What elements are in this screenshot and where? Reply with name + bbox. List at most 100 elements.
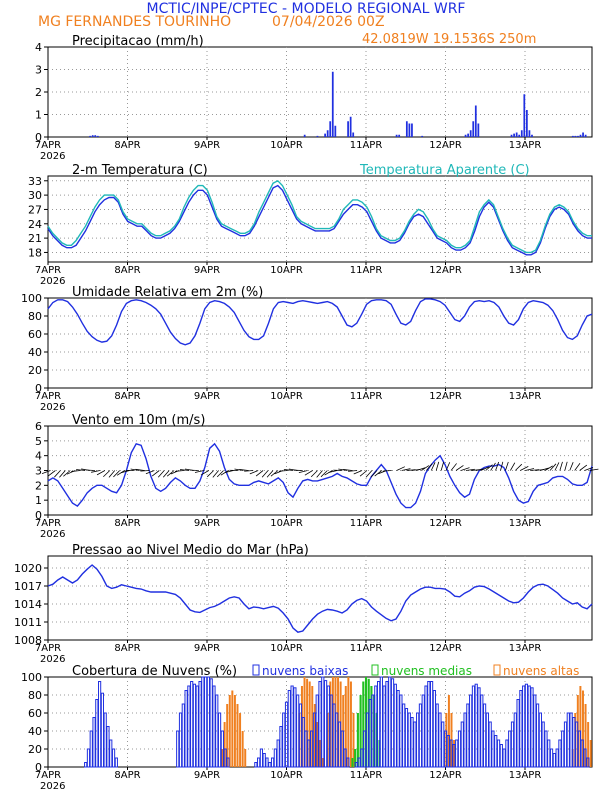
- cloud-bar: [259, 748, 264, 768]
- series-line: [47, 564, 593, 633]
- x-tick-label: 8APR: [114, 770, 140, 781]
- precip-bar: [349, 116, 352, 137]
- cloud-bar: [307, 739, 311, 768]
- cloud-bar: [577, 730, 582, 768]
- cloud-bar: [584, 704, 587, 767]
- cloud-bar: [494, 735, 498, 768]
- precip-bar: [421, 135, 424, 137]
- precip-bar: [472, 121, 475, 137]
- cloud-bar: [316, 722, 319, 767]
- cloud-bar: [390, 678, 395, 768]
- wind-arrow: [113, 470, 120, 478]
- cloud-bar: [284, 701, 289, 768]
- wind-arrow: [359, 470, 368, 477]
- precip-bar: [303, 134, 306, 137]
- wind-arrow: [421, 465, 430, 471]
- x-tick-label: 8APR: [114, 265, 140, 276]
- cloud-bar: [552, 753, 556, 768]
- cloud-bar: [92, 717, 96, 768]
- cloud-bar: [485, 712, 489, 768]
- y-tick-label: 4: [35, 41, 42, 54]
- y-tick-label: 0: [35, 382, 42, 395]
- precip-bar: [464, 134, 467, 137]
- cloud-bar: [95, 699, 99, 768]
- series-line: [47, 298, 593, 346]
- precip-bar: [398, 134, 401, 137]
- x-tick-label: 12APR: [429, 140, 462, 151]
- precip-bar: [316, 135, 319, 137]
- wind-arrow: [41, 470, 51, 474]
- model-run-time: 07/04/2026 00Z: [272, 14, 385, 30]
- wind-arrow: [365, 470, 373, 478]
- x-year-label: 2026: [40, 151, 65, 162]
- cloud-bar: [429, 681, 434, 768]
- x-tick-label: 7APR: [35, 140, 61, 151]
- wind-arrow: [530, 469, 540, 471]
- panel-frame: [47, 297, 593, 389]
- y-tick-label: 3: [35, 64, 42, 77]
- cloud-bar: [359, 695, 362, 767]
- cloud-bar: [279, 726, 283, 768]
- wind-arrow: [244, 470, 254, 472]
- x-tick-label: 9APR: [194, 770, 220, 781]
- x-tick-label: 10APR: [270, 643, 303, 654]
- wind-arrow: [544, 465, 553, 471]
- cloud-bar: [502, 748, 506, 768]
- wind-arrow: [353, 470, 363, 475]
- wind-arrow: [278, 470, 288, 472]
- precip-bar: [528, 130, 531, 137]
- x-tick-label: 13APR: [509, 265, 542, 276]
- wind-arrow: [162, 470, 170, 478]
- x-tick-label: 13APR: [509, 643, 542, 654]
- x-tick-label: 11APR: [350, 643, 383, 654]
- x-tick-label: 10APR: [270, 265, 303, 276]
- wind-arrow: [396, 466, 405, 471]
- x-tick-label: 7APR: [35, 265, 61, 276]
- cloud-bar: [323, 680, 328, 768]
- wind-arrow: [495, 461, 500, 471]
- cloud-bar: [469, 694, 473, 768]
- wind-arrow: [320, 470, 328, 478]
- wind-arrow: [549, 463, 557, 471]
- y-tick-label: 1008: [14, 634, 42, 647]
- cloud-bar: [190, 681, 194, 768]
- cloud-bar: [443, 730, 448, 768]
- precip-bar: [582, 132, 584, 137]
- cloud-bar: [326, 685, 330, 768]
- y-tick-label: 6: [35, 420, 42, 433]
- panel-frame: [47, 175, 593, 263]
- cloud-bar: [221, 749, 224, 767]
- y-tick-label: 20: [28, 364, 42, 377]
- cloud-bar: [352, 713, 355, 767]
- wind-arrow: [261, 470, 269, 478]
- cloud-bar: [432, 690, 436, 768]
- panel-5: 1008 1011 1014 1017 1020 7APR 8APR 9APR 10APR 11A…: [14, 543, 593, 665]
- series-label: Temperatura Aparente (C): [359, 163, 530, 178]
- cloud-bar: [527, 685, 531, 768]
- precip-bar: [525, 110, 528, 137]
- x-tick-label: 11APR: [350, 391, 383, 402]
- cloud-bar: [455, 739, 459, 768]
- x-tick-label: 7APR: [35, 643, 61, 654]
- cloud-bar: [109, 739, 113, 768]
- legend-label: nuvens altas: [503, 664, 579, 678]
- wind-arrow: [71, 470, 81, 472]
- cloud-bar: [533, 694, 537, 768]
- legend-swatch: [371, 664, 379, 676]
- y-tick-label: 40: [28, 346, 42, 359]
- cloud-bar: [298, 703, 303, 768]
- cloud-bar: [413, 721, 417, 768]
- cloud-bar: [340, 730, 344, 768]
- wind-arrow: [239, 468, 249, 471]
- cloud-bar: [544, 730, 548, 768]
- cloud-bar: [273, 748, 277, 768]
- wind-arrow: [151, 470, 160, 477]
- panel-title: Pressao ao Nivel Medio do Mar (hPa): [72, 543, 309, 558]
- cloud-bar: [516, 699, 520, 768]
- cloud-bar: [223, 722, 226, 767]
- cloud-bar: [536, 703, 540, 768]
- cloud-bar: [569, 712, 573, 768]
- x-tick-label: 13APR: [509, 518, 542, 529]
- wind-arrow: [520, 466, 529, 471]
- cloud-bar: [223, 748, 227, 768]
